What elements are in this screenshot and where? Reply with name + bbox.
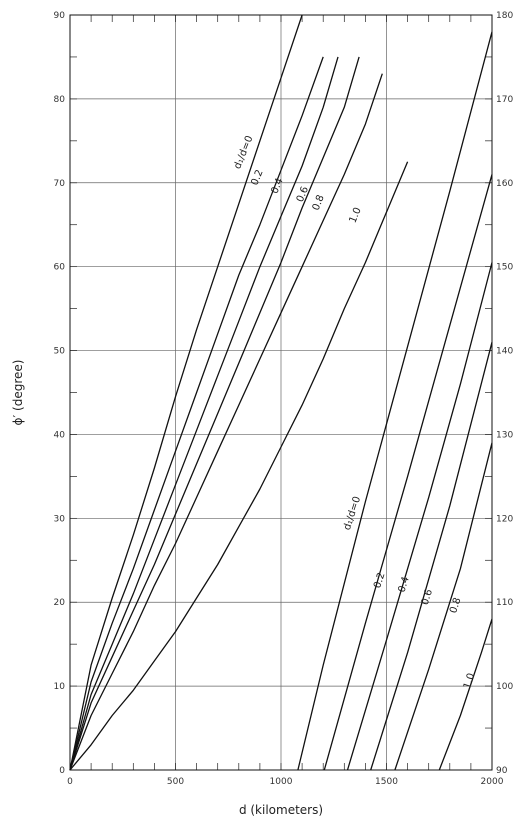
y-tick-label-right: 170 (496, 95, 513, 105)
y-tick-label-left: 30 (54, 514, 66, 524)
y-tick-label-right: 160 (496, 179, 513, 189)
curve-label-upper: 0.2 (249, 168, 265, 187)
y-tick-label-left: 10 (54, 682, 66, 692)
x-tick-label: 1000 (270, 777, 293, 787)
x-tick-label: 500 (167, 777, 184, 787)
y-tick-label-right: 140 (496, 347, 513, 357)
series-layer (69, 14, 493, 771)
y-tick-label-left: 70 (54, 179, 66, 189)
plot-frame (69, 14, 493, 771)
series-line-left-1 (69, 56, 324, 771)
series-line-right-8 (346, 262, 493, 771)
curve-label-lower: 0.4 (396, 575, 411, 594)
y-tick-label-left: 90 (54, 11, 66, 21)
y-tick-label-right: 150 (496, 263, 513, 273)
y-axis-label: ϕ′ (degree) (11, 360, 25, 426)
x-tick-label: 2000 (481, 777, 504, 787)
y-tick-label-right: 110 (496, 598, 513, 608)
x-axis-label: d (kilometers) (239, 803, 323, 817)
series-line-left-3 (69, 56, 360, 771)
y-tick-label-right: 100 (496, 682, 513, 692)
series-line-left-4 (69, 73, 383, 771)
x-tick-label: 0 (67, 777, 73, 787)
series-line-left-0 (69, 14, 303, 771)
y-tick-label-left: 0 (59, 766, 65, 776)
curve-label-upper: 1.0 (348, 206, 364, 225)
x-tick-label: 1500 (375, 777, 398, 787)
y-tick-label-left: 60 (54, 263, 66, 273)
curve-label-upper: 0.8 (311, 193, 327, 212)
series-line-left-5 (69, 161, 409, 771)
y-tick-label-right: 120 (496, 514, 513, 524)
tick-labels: 0 500 1000 1500 2000 0 10 20 30 40 50 60 70 80 90 90 100… (54, 11, 514, 787)
series-line-right-7 (323, 174, 493, 771)
curve-label-lower: d₁/d=0 (342, 495, 363, 532)
series-line-right-9 (370, 342, 493, 771)
y-tick-label-left: 80 (54, 95, 66, 105)
minor-ticks (70, 15, 492, 770)
series-line-right-6 (297, 31, 493, 771)
curve-labels: d₁/d=00.2 0.4 0.6 0.81.0d₁/d=00.2 0.40.6 0.81… (232, 134, 477, 690)
series-line-left-2 (69, 56, 339, 771)
grid-lines (70, 15, 492, 770)
curve-label-lower: 0.8 (448, 596, 463, 615)
curve-label-upper: 0.6 (295, 185, 311, 204)
y-tick-label-left: 20 (54, 598, 66, 608)
curve-label-lower: 0.6 (420, 588, 435, 607)
y-tick-label-left: 40 (54, 430, 66, 440)
curve-label-upper: 0.4 (269, 177, 285, 196)
series-line-right-11 (438, 618, 493, 771)
curve-label-lower: 1.0 (462, 672, 477, 691)
y-tick-label-right: 90 (496, 766, 508, 776)
y-tick-label-left: 50 (54, 347, 66, 357)
y-tick-label-right: 180 (496, 11, 513, 21)
curve-label-lower: 0.2 (372, 571, 387, 590)
series-line-right-10 (394, 442, 493, 771)
y-tick-label-right: 130 (496, 430, 513, 440)
